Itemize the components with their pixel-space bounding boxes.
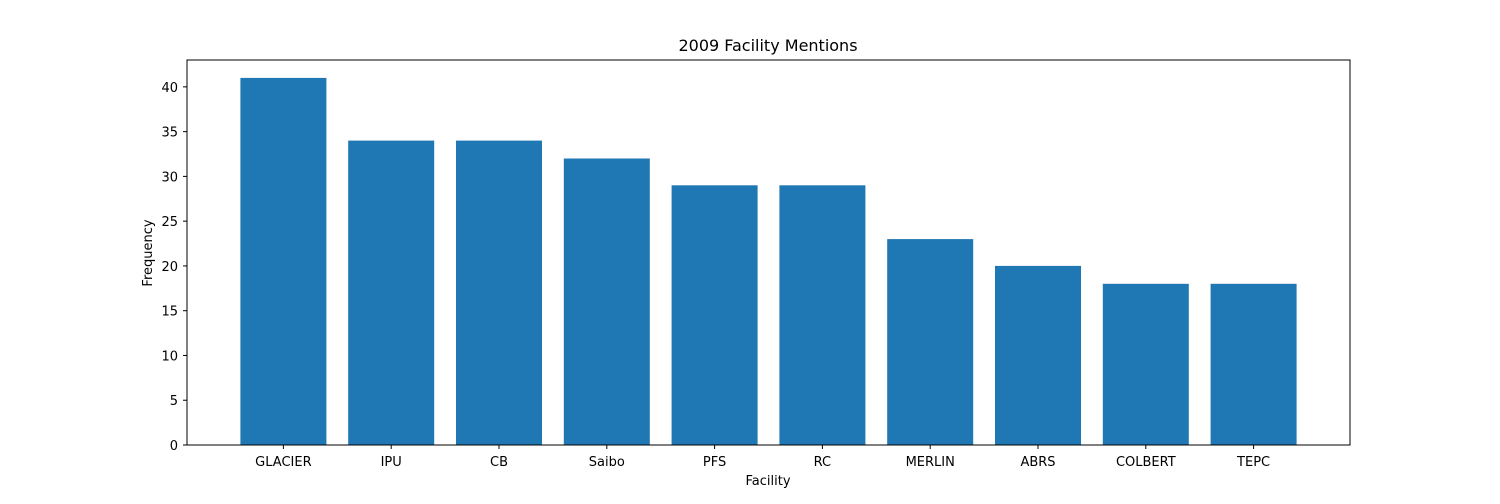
x-tick-label: CB: [490, 455, 508, 470]
y-tick-label: 35: [161, 126, 178, 141]
bar-colbert: [1102, 283, 1189, 445]
bar-glacier: [240, 77, 327, 446]
y-tick-label: 10: [161, 349, 178, 364]
x-tick-label: COLBERT: [1116, 455, 1176, 470]
bar-tepc: [1210, 283, 1297, 445]
bar-rc: [779, 185, 866, 446]
y-tick-label: 30: [161, 170, 178, 185]
bar-abrs: [995, 265, 1081, 445]
y-tick-label: 20: [161, 260, 178, 275]
x-tick-label: ABRS: [1020, 455, 1055, 470]
bar-merlin: [887, 239, 974, 445]
x-tick-label: IPU: [381, 455, 402, 470]
x-axis-label: Facility: [745, 474, 790, 489]
y-axis: 0 5 10 15 20 25 30 35 40: [161, 81, 187, 454]
x-tick-label: TEPC: [1236, 455, 1270, 470]
bar-ipu: [348, 140, 435, 445]
y-tick-label: 25: [161, 215, 178, 230]
chart-title: 2009 Facility Mentions: [678, 36, 857, 55]
bar-saibo: [563, 158, 650, 445]
y-tick-label: 15: [161, 305, 178, 320]
y-tick-label: 5: [170, 394, 178, 409]
plot-frame: [186, 59, 1351, 446]
bar-cb: [456, 140, 542, 445]
x-tick-label: PFS: [703, 455, 726, 470]
x-axis: GLACIER IPU CB Saibo PFS RC MERLIN ABRS COLBERT T…: [255, 445, 1270, 470]
bars-layer: [240, 77, 1297, 446]
x-tick-label: RC: [814, 455, 831, 470]
y-axis-label: Frequency: [141, 219, 156, 286]
bar-pfs: [671, 185, 758, 446]
x-tick-label: GLACIER: [255, 455, 311, 470]
x-tick-label: Saibo: [589, 455, 625, 470]
y-tick-label: 40: [161, 81, 178, 96]
y-tick-label: 0: [170, 439, 178, 454]
x-tick-label: MERLIN: [906, 455, 955, 470]
